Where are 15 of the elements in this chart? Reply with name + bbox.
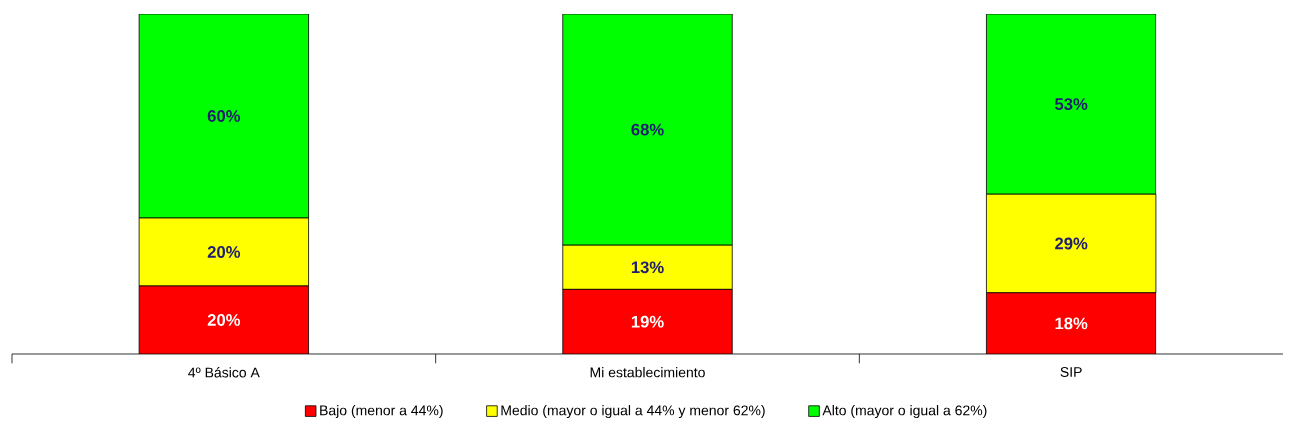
- x-tick-label: SIP: [1060, 367, 1082, 377]
- data-label: 18%: [1055, 317, 1088, 330]
- data-label: 53%: [1055, 98, 1088, 110]
- x-tick-label: 4º Básico A: [188, 367, 260, 378]
- x-tick-label: Mi establecimiento: [590, 367, 705, 378]
- data-label: 60%: [207, 110, 241, 122]
- data-label: 29%: [1055, 237, 1088, 250]
- data-label: 13%: [631, 261, 664, 274]
- legend-label: Alto (mayor o igual a 62%): [822, 405, 987, 419]
- legend-label: Medio (mayor o igual a 44% y menor 62%): [501, 405, 765, 419]
- legend-label: Bajo (menor a 44%): [320, 405, 443, 419]
- data-label: 68%: [631, 123, 664, 136]
- data-label: 20%: [207, 246, 241, 258]
- data-label: 19%: [631, 315, 664, 328]
- data-label: 20%: [207, 314, 241, 326]
